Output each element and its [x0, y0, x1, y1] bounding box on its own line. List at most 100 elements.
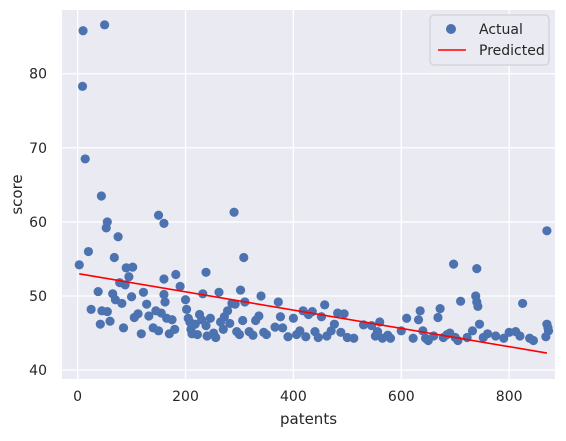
data-point: [170, 324, 180, 334]
data-point: [230, 299, 240, 309]
legend-label-actual: Actual: [479, 22, 523, 38]
data-point: [101, 223, 111, 233]
data-point: [295, 326, 305, 336]
data-point: [96, 191, 106, 201]
data-point: [205, 313, 215, 323]
legend-label-predicted: Predicted: [479, 43, 545, 59]
data-point: [339, 309, 349, 319]
data-point: [402, 313, 412, 323]
data-point: [201, 267, 211, 277]
data-point: [105, 316, 115, 326]
data-point: [181, 304, 192, 314]
data-point: [329, 319, 339, 329]
data-point: [126, 292, 137, 302]
data-point: [180, 295, 191, 305]
data-point: [415, 306, 425, 316]
data-point: [117, 298, 127, 309]
data-point: [167, 315, 177, 325]
y-tick-label: 80: [29, 67, 47, 83]
data-point: [320, 300, 330, 310]
data-point: [159, 274, 169, 284]
data-point: [83, 246, 94, 257]
data-point: [301, 332, 311, 342]
predicted-line: [79, 272, 548, 354]
data-point: [159, 218, 169, 228]
data-point: [248, 330, 258, 340]
data-point: [307, 306, 317, 317]
data-point: [214, 287, 224, 297]
data-point: [100, 20, 110, 30]
data-point: [142, 299, 152, 309]
data-point: [95, 319, 105, 329]
data-point: [254, 311, 264, 321]
data-point: [474, 319, 485, 329]
data-point: [160, 297, 170, 307]
data-point: [113, 232, 123, 242]
data-point: [211, 332, 221, 343]
data-point: [467, 326, 478, 336]
data-point: [433, 312, 443, 323]
x-tick-label: 200: [172, 389, 199, 405]
data-point: [482, 329, 493, 339]
data-point: [198, 289, 208, 299]
data-point: [225, 318, 235, 329]
x-tick-label: 600: [388, 389, 415, 405]
data-point: [413, 315, 424, 325]
data-point: [288, 313, 298, 323]
data-point: [74, 260, 84, 270]
data-point: [499, 333, 509, 343]
data-point: [153, 326, 164, 336]
data-point: [133, 309, 143, 319]
data-point: [144, 311, 154, 321]
data-point: [261, 329, 272, 340]
data-point: [171, 269, 181, 280]
data-point: [93, 286, 103, 297]
data-point: [256, 291, 266, 301]
data-point: [153, 210, 164, 220]
data-point: [109, 252, 119, 263]
data-point: [336, 327, 346, 337]
data-point: [448, 259, 459, 269]
x-axis-label: patents: [280, 410, 337, 428]
data-point: [313, 332, 323, 343]
y-tick-label: 50: [29, 289, 47, 305]
data-point: [190, 319, 200, 329]
data-point: [542, 226, 552, 236]
data-point: [472, 263, 482, 274]
data-point: [283, 332, 293, 342]
data-point: [128, 262, 138, 272]
legend-marker-actual: [446, 24, 456, 34]
data-point: [270, 322, 280, 332]
data-point: [118, 323, 129, 333]
data-point: [528, 335, 539, 346]
data-point: [278, 323, 288, 333]
x-tick-label: 400: [280, 389, 307, 405]
data-point: [385, 333, 396, 343]
legend: Actual Predicted: [429, 14, 550, 66]
data-point: [491, 331, 501, 341]
data-point: [138, 287, 149, 297]
data-point: [159, 289, 169, 300]
data-point: [349, 333, 359, 343]
y-tick-label: 60: [29, 215, 47, 231]
data-point: [372, 326, 383, 337]
data-point: [473, 301, 483, 311]
data-point: [238, 315, 248, 326]
data-point: [235, 285, 246, 295]
data-point: [435, 304, 445, 314]
data-point: [222, 306, 233, 316]
data-point: [518, 298, 528, 309]
data-point: [218, 324, 228, 334]
data-point: [273, 297, 283, 307]
data-point: [456, 296, 466, 306]
data-point: [192, 329, 202, 340]
data-point: [201, 321, 211, 331]
data-point: [124, 272, 134, 282]
data-point: [234, 329, 245, 340]
data-point: [80, 154, 90, 164]
legend-box: [429, 14, 550, 66]
data-point: [77, 81, 88, 91]
data-point: [86, 304, 96, 314]
